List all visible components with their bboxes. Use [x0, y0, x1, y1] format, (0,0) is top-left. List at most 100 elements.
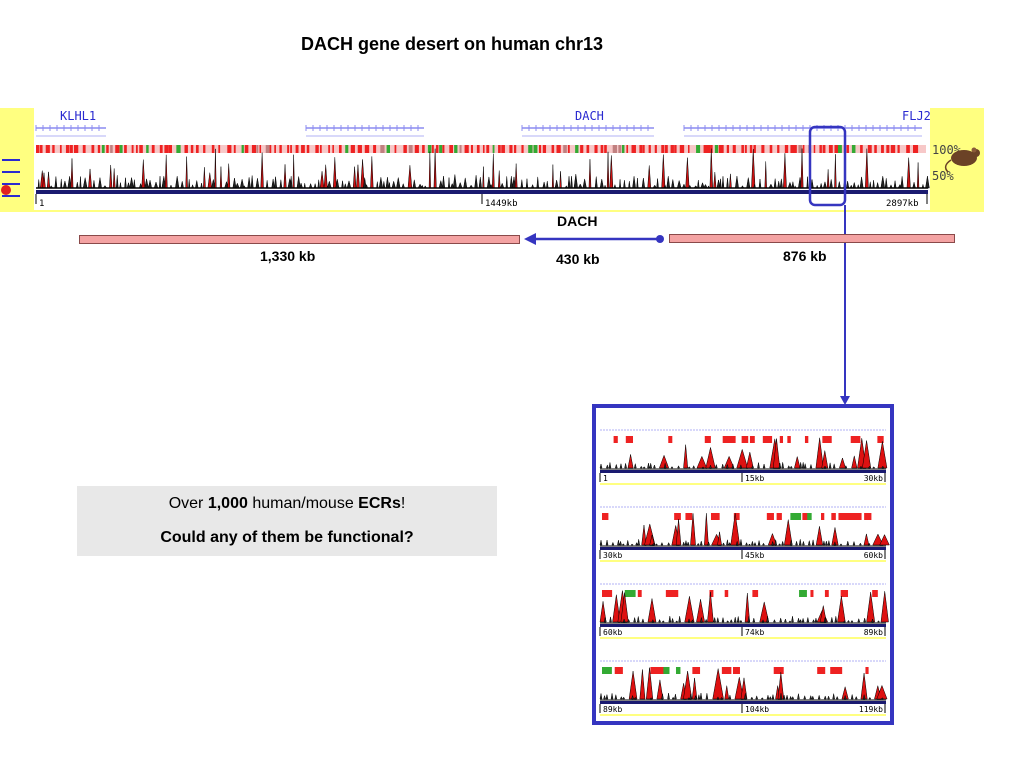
zoom-peak — [789, 539, 793, 546]
ecr-mark — [586, 145, 590, 153]
ecr-mark — [604, 145, 607, 153]
zoom-peak — [877, 441, 888, 469]
ecr-mark — [753, 145, 756, 153]
ecr-mark — [769, 145, 773, 153]
ecr-mark — [509, 145, 513, 153]
zoom-ecr-mark — [650, 667, 661, 674]
ecr-mark — [403, 145, 407, 153]
zoom-peak — [822, 540, 826, 546]
zoom-ecr-mark — [624, 590, 636, 597]
zoom-peak — [863, 617, 866, 623]
ecr-mark — [73, 145, 79, 153]
zoom-peak — [671, 617, 674, 623]
zoom-peak — [642, 466, 646, 469]
zoom-ecr-mark — [844, 513, 855, 520]
zoom-peak — [837, 596, 846, 623]
zoom-peak — [745, 451, 754, 469]
zoom-ecr-mark — [732, 667, 740, 674]
zoom-peak — [649, 697, 653, 700]
zoom-peak — [687, 697, 691, 700]
zoom-peak — [639, 465, 643, 469]
zoom-peak — [851, 455, 858, 469]
zoom-peak — [736, 616, 740, 623]
zoom-ecr-mark — [872, 590, 878, 597]
gene-length: 430 kb — [556, 251, 600, 267]
zoom-peak — [823, 695, 827, 700]
zoom-peak — [603, 616, 607, 623]
ecr-mark — [654, 145, 657, 153]
zoom-peak — [774, 539, 777, 546]
ecr-mark — [227, 145, 232, 153]
zoom-separator — [600, 560, 886, 562]
zoom-peak — [785, 694, 789, 700]
legend-fragment — [0, 150, 22, 210]
zoom-peak — [726, 620, 730, 623]
zoom-peak — [707, 541, 710, 546]
percent-bottom: 50% — [932, 169, 954, 183]
zoom-peak — [757, 540, 761, 546]
zoom-ecr-mark — [602, 513, 609, 520]
zoom-peak — [700, 617, 703, 623]
zoom-peak — [726, 539, 729, 546]
zoom-peak — [730, 513, 740, 546]
ecr-mark — [131, 145, 134, 153]
zoom-peak — [787, 465, 791, 469]
zoom-peak — [762, 463, 766, 469]
ecr-mark — [897, 145, 900, 153]
zoom-ecr-mark — [602, 590, 613, 597]
zoom-peak — [628, 671, 638, 700]
ecr-mark — [256, 145, 259, 153]
ecr-mark — [664, 145, 668, 153]
zoom-peak — [833, 541, 837, 546]
zoom-peak — [658, 454, 670, 469]
ecr-mark — [498, 145, 501, 153]
zoom-peak — [691, 677, 698, 700]
zoom-ecr-mark — [741, 436, 749, 443]
zoom-ecr-mark — [637, 590, 642, 597]
zoom-peak — [622, 618, 626, 623]
zoom-peak — [729, 618, 733, 623]
ecr-mark — [119, 145, 123, 153]
zoom-peak — [789, 465, 793, 469]
zoom-ecr-mark — [625, 436, 634, 443]
ecr-mark — [514, 145, 517, 153]
zoom-peak — [619, 463, 623, 469]
ecr-mark — [65, 145, 70, 153]
zoom-peak — [854, 695, 858, 700]
ecr-mark — [822, 145, 826, 153]
ecr-mark — [851, 145, 856, 153]
zoom-peak — [843, 694, 847, 700]
zoom-coord-bar — [600, 701, 886, 704]
ecr-mark — [301, 145, 305, 153]
zoom-ecr-mark — [762, 436, 773, 443]
zoom-peak — [871, 618, 874, 623]
zoom-peak — [627, 618, 631, 623]
zoom-peak — [684, 596, 695, 623]
ecr-mark — [350, 145, 355, 153]
zoom-tick-mid: 45kb — [745, 551, 764, 560]
zoom-peak — [606, 464, 609, 469]
ecr-mark — [449, 145, 454, 153]
zoom-peak — [707, 591, 714, 623]
zoom-peak — [696, 455, 708, 469]
zoom-ecr-mark — [817, 667, 826, 674]
zoom-peak — [704, 618, 708, 623]
zoom-peak — [761, 619, 765, 623]
ecr-mark — [422, 145, 425, 153]
ecr-mark — [265, 145, 270, 153]
zoom-peak — [784, 618, 787, 623]
ecr-mark — [916, 145, 919, 153]
zoom-peak — [779, 693, 783, 700]
zoom-peak — [686, 541, 690, 546]
zoom-tick-mid: 104kb — [745, 705, 769, 714]
zoom-ecr-mark — [776, 513, 782, 520]
ecr-mark — [703, 145, 708, 153]
zoom-ecr-mark — [799, 590, 807, 597]
zoom-peak — [768, 695, 772, 700]
zoom-tick-start: 30kb — [603, 551, 622, 560]
zoom-peak — [807, 540, 811, 546]
ecr-mark — [890, 145, 896, 153]
ecr-mark — [233, 145, 236, 153]
zoom-peak — [614, 463, 618, 469]
zoom-peak — [735, 540, 739, 546]
